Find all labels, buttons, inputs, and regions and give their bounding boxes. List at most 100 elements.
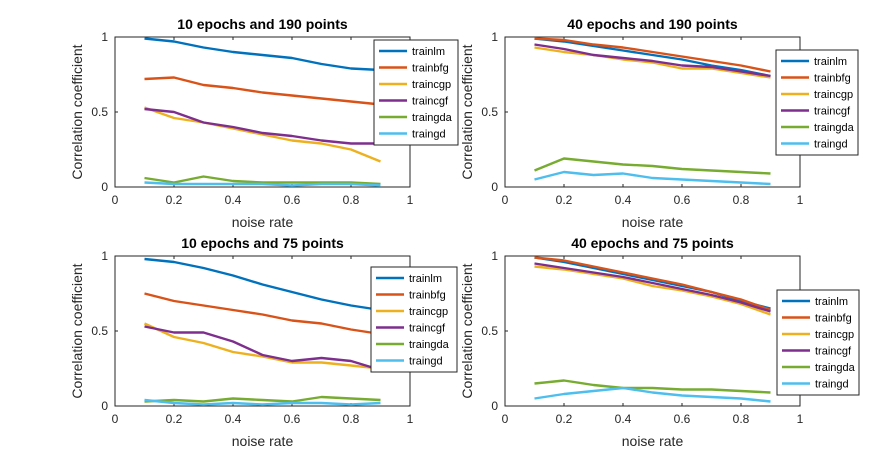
series-line-trainlm (144, 37, 381, 72)
series-line-trainbfg (144, 76, 381, 106)
x-tick-label: 0 (502, 412, 509, 426)
y-tick-label: 0 (101, 180, 108, 194)
series-line-traincgf (534, 262, 771, 313)
legend-label: trainbfg (412, 63, 449, 75)
legend-box (776, 289, 860, 396)
series-line-trainbfg (144, 292, 381, 336)
legend-label: traincgf (412, 96, 449, 108)
legend-box (373, 39, 459, 146)
series-line-traingd (144, 181, 381, 187)
y-axis-label: Correlation coefficient (69, 263, 85, 398)
legend-label: traingda (412, 112, 453, 124)
x-tick-label: 0 (502, 193, 509, 207)
x-tick-label: 0.4 (615, 193, 632, 207)
y-tick-label: 0 (101, 399, 108, 413)
x-tick-label: 0.4 (615, 412, 632, 426)
x-tick-label: 0.2 (166, 193, 183, 207)
x-tick-label: 0.8 (343, 193, 360, 207)
series-line-traincgp (534, 265, 771, 316)
y-tick-label: 1 (491, 249, 498, 263)
legend-label: traingda (815, 362, 856, 374)
series-line-traincgf (144, 107, 381, 145)
legend-label: traingd (409, 356, 443, 368)
series-line-traincgp (534, 46, 771, 79)
series-line-traingda (144, 175, 381, 186)
series-line-trainlm (534, 37, 771, 78)
series-line-traingda (144, 395, 381, 403)
legend-label: traingd (814, 139, 848, 151)
subplot-1: 10 epochs and 190 points 0 0.2 0.4 0.6 0.8 1 0 0… (69, 16, 459, 230)
legend-label: traincgp (412, 79, 451, 91)
y-tick-label: 1 (101, 249, 108, 263)
y-axis-label: Correlation coefficient (459, 44, 475, 179)
x-tick-label: 1 (407, 412, 414, 426)
x-tick-label: 0.6 (674, 193, 691, 207)
x-tick-label: 0.4 (225, 412, 242, 426)
chart-title: 40 epochs and 190 points (567, 16, 738, 32)
series-line-traingd (144, 398, 381, 406)
y-tick-label: 1 (101, 30, 108, 44)
x-tick-label: 0 (112, 412, 119, 426)
series-line-trainlm (144, 257, 381, 312)
chart-title: 10 epochs and 75 points (181, 235, 344, 251)
legend-label: traincgp (814, 89, 853, 101)
x-axis-label: noise rate (232, 433, 294, 449)
legend-label: traincgf (814, 106, 851, 118)
y-tick-label: 0 (491, 180, 498, 194)
x-tick-label: 0.6 (284, 412, 301, 426)
x-tick-label: 0.2 (556, 193, 573, 207)
x-tick-label: 0.6 (284, 193, 301, 207)
series-line-traingd (534, 386, 771, 403)
legend-label: traingd (412, 129, 446, 141)
subplot-4: 40 epochs and 75 points 0 0.2 0.4 0.6 0.8 1 0 0.… (459, 235, 860, 449)
y-axis-label: Correlation coefficient (459, 263, 475, 398)
x-axis-label: noise rate (622, 214, 684, 230)
x-tick-label: 0.8 (733, 193, 750, 207)
y-tick-label: 0 (491, 399, 498, 413)
x-tick-label: 0 (112, 193, 119, 207)
legend-label: traincgp (815, 329, 854, 341)
y-tick-label: 0.5 (91, 105, 108, 119)
x-axis-label: noise rate (622, 433, 684, 449)
legend-box (775, 49, 859, 156)
x-tick-label: 0.6 (674, 412, 691, 426)
x-tick-label: 0.8 (343, 412, 360, 426)
y-tick-label: 0.5 (481, 324, 498, 338)
legend-label: trainlm (409, 273, 442, 285)
series-line-traingd (534, 170, 771, 186)
y-axis-label: Correlation coefficient (69, 44, 85, 179)
x-tick-label: 0.2 (556, 412, 573, 426)
legend-label: trainbfg (814, 73, 851, 85)
legend-label: trainlm (814, 56, 847, 68)
legend-label: trainlm (412, 46, 445, 58)
y-tick-label: 0.5 (91, 324, 108, 338)
legend-label: traingd (815, 379, 849, 391)
legend-box (370, 266, 458, 373)
legend-label: traingda (409, 339, 450, 351)
series-line-traincgf (534, 43, 771, 78)
series-line-trainbfg (534, 37, 771, 73)
legend-label: traingda (814, 122, 855, 134)
series-line-traincgf (144, 325, 381, 372)
series-line-traincgp (144, 322, 381, 370)
chart-title: 40 epochs and 75 points (571, 235, 734, 251)
x-tick-label: 0.8 (733, 412, 750, 426)
series-line-traincgp (144, 106, 381, 163)
x-tick-label: 1 (407, 193, 414, 207)
subplot-3: 10 epochs and 75 points 0 0.2 0.4 0.6 0.8 1 0 0.… (69, 235, 458, 449)
x-tick-label: 0.2 (166, 412, 183, 426)
x-tick-label: 1 (797, 193, 804, 207)
legend-label: trainbfg (409, 290, 446, 302)
series-line-trainbfg (534, 256, 771, 312)
x-tick-label: 0.4 (225, 193, 242, 207)
chart-title: 10 epochs and 190 points (177, 16, 348, 32)
legend-label: traincgp (409, 306, 448, 318)
legend-label: trainbfg (815, 313, 852, 325)
legend-label: traincgf (409, 323, 446, 335)
legend-label: traincgf (815, 346, 852, 358)
series-line-traingda (534, 157, 771, 175)
x-tick-label: 1 (797, 412, 804, 426)
legend-label: trainlm (815, 296, 848, 308)
series-line-traingda (534, 379, 771, 394)
